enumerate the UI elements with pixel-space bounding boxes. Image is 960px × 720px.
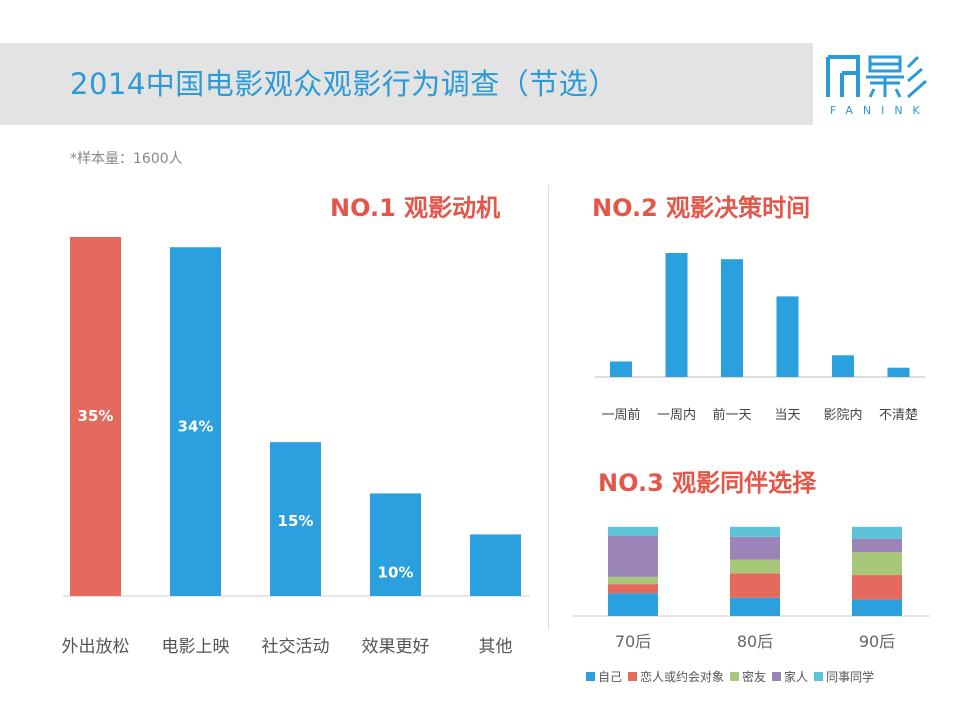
legend-swatch: [772, 672, 782, 681]
chart1-category-label: 电影上映: [162, 637, 230, 657]
chart1-bar: [470, 534, 521, 596]
legend-swatch: [628, 672, 638, 681]
chart1-bar: [170, 247, 221, 596]
chart1-category-label: 效果更好: [362, 637, 430, 657]
logo-icon: [818, 43, 948, 125]
chart1-data-label: 34%: [178, 417, 214, 435]
chart1-bar: [370, 493, 421, 596]
chart1-data-label: 15%: [278, 512, 314, 530]
chart2-title: NO.2 观影决策时间: [592, 194, 811, 222]
legend-label: 家人: [784, 670, 809, 684]
chart1-title: NO.1 观影动机: [330, 194, 501, 222]
legend-item: 恋人或约会对象: [628, 668, 724, 685]
chart1-category-label: 其他: [479, 637, 513, 657]
legend-label: 恋人或约会对象: [640, 670, 725, 684]
chart1-category-label: 社交活动: [262, 637, 330, 657]
chart1-data-label: 35%: [78, 407, 114, 425]
chart1-bar: [270, 442, 321, 596]
legend-item: 同事同学: [814, 668, 874, 685]
chart3-legend: 自己 恋人或约会对象 密友 家人 同事同学: [586, 668, 874, 685]
chart1-category-label: 外出放松: [62, 637, 130, 657]
page-title: 2014中国电影观众观影行为调查（节选）: [70, 67, 618, 101]
legend-label: 密友: [742, 670, 767, 684]
chart1-data-label: 10%: [378, 563, 414, 581]
legend-swatch: [730, 672, 740, 681]
chart1-data-label: 6%: [483, 604, 508, 622]
chart3-title: NO.3 观影同伴选择: [598, 469, 817, 497]
legend-swatch: [814, 672, 824, 681]
legend-label: 自己: [598, 670, 623, 684]
logo-text: FANINK: [830, 104, 930, 117]
legend-item: 自己: [586, 668, 622, 685]
sample-note: *样本量：1600人: [70, 151, 183, 167]
panel-divider: [548, 185, 549, 630]
legend-swatch: [586, 672, 595, 681]
chart1-bar: [70, 237, 121, 596]
legend-item: 家人: [772, 668, 808, 685]
legend-item: 密友: [730, 668, 766, 685]
legend-label: 同事同学: [826, 670, 875, 684]
header-band: [0, 43, 813, 125]
